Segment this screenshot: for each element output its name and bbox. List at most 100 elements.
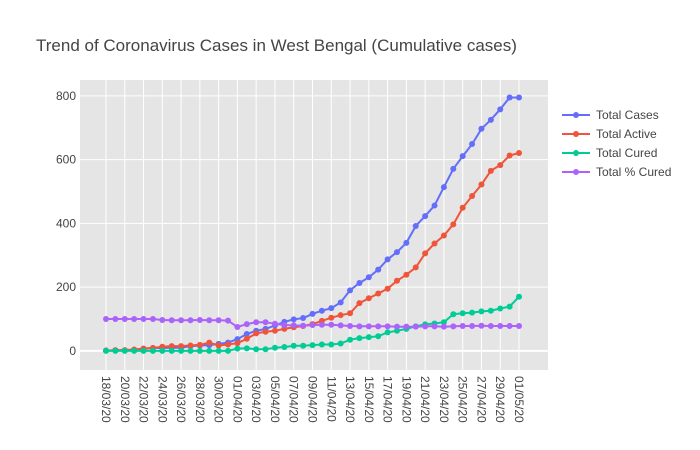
data-point <box>422 250 429 257</box>
data-point <box>234 336 241 343</box>
data-point <box>384 329 391 336</box>
legend-label: Total % Cured <box>596 165 671 179</box>
data-point <box>328 314 335 321</box>
x-tick-label: 24/03/20 <box>155 376 169 423</box>
data-point <box>262 319 269 326</box>
data-point <box>140 316 147 323</box>
y-tick-label: 200 <box>56 280 76 294</box>
data-point <box>450 221 457 228</box>
data-point <box>393 323 400 330</box>
data-point <box>121 316 128 323</box>
data-point <box>356 280 363 286</box>
data-point <box>243 321 250 328</box>
data-point <box>309 310 316 317</box>
data-point <box>309 322 316 329</box>
data-point <box>337 299 344 306</box>
legend-marker <box>573 169 579 175</box>
data-point <box>450 311 457 318</box>
data-point <box>412 323 419 330</box>
data-point <box>262 346 269 353</box>
data-point <box>103 316 109 323</box>
x-tick-label: 05/04/20 <box>268 376 282 423</box>
data-point <box>234 345 241 352</box>
x-tick-label: 07/04/20 <box>287 376 301 423</box>
legend-item[interactable]: Total % Cured <box>562 165 671 179</box>
data-point <box>290 322 297 329</box>
legend[interactable]: Total Cases Total Active Total Cured Total … <box>562 108 671 179</box>
data-point <box>196 341 203 348</box>
data-point <box>506 303 513 310</box>
data-point <box>450 165 457 172</box>
data-point <box>243 345 250 352</box>
data-point <box>225 347 232 354</box>
data-point <box>215 347 222 354</box>
data-point <box>187 317 194 324</box>
data-point <box>318 321 325 328</box>
data-point <box>487 167 494 174</box>
data-point <box>318 307 325 314</box>
data-point <box>281 344 288 351</box>
data-point <box>440 184 447 191</box>
data-point <box>375 333 382 340</box>
data-point <box>422 323 429 330</box>
data-point <box>328 341 335 348</box>
data-point <box>393 327 400 334</box>
legend-item[interactable]: Total Cured <box>562 146 657 160</box>
data-point <box>356 300 363 307</box>
data-point <box>271 327 278 334</box>
legend-marker <box>573 131 579 137</box>
data-point <box>178 343 185 350</box>
data-point <box>431 202 438 209</box>
legend-label: Total Cured <box>596 146 657 160</box>
data-point <box>356 335 363 342</box>
data-point <box>384 256 391 263</box>
data-point <box>516 94 522 101</box>
data-point <box>300 315 307 322</box>
data-point <box>262 328 269 335</box>
x-tick-label: 30/03/20 <box>212 376 226 423</box>
data-point <box>393 277 400 284</box>
legend-item[interactable]: Total Active <box>562 127 657 141</box>
legend-item[interactable]: Total Cases <box>562 108 659 122</box>
data-point <box>356 323 363 330</box>
data-point <box>215 342 222 349</box>
plot-area: 0 200 400 600 800 18/03/20 20/03/20 22/03/20 24/… <box>56 80 548 423</box>
data-point <box>131 347 138 354</box>
data-point <box>309 342 316 349</box>
data-point <box>478 181 485 188</box>
data-point <box>300 342 307 349</box>
data-point <box>159 347 166 354</box>
x-tick-label: 13/04/20 <box>343 376 357 423</box>
data-point <box>487 116 494 123</box>
data-point <box>206 347 213 354</box>
data-point <box>187 347 194 354</box>
data-point <box>384 285 391 292</box>
data-point <box>469 323 476 330</box>
data-point <box>103 347 109 354</box>
x-tick-label: 15/04/20 <box>362 376 376 423</box>
data-point <box>131 316 138 323</box>
data-point <box>497 162 504 169</box>
data-point <box>159 343 166 350</box>
data-point <box>215 317 222 324</box>
data-point <box>253 330 260 337</box>
data-point <box>459 310 466 317</box>
data-point <box>178 347 185 354</box>
data-point <box>431 323 438 330</box>
data-point <box>469 309 476 316</box>
data-point <box>365 295 372 302</box>
legend-marker <box>573 112 579 118</box>
data-point <box>347 336 354 343</box>
y-tick-label: 600 <box>56 153 76 167</box>
data-point <box>206 317 213 324</box>
data-point <box>412 264 419 271</box>
data-point <box>196 316 203 323</box>
data-point <box>497 106 504 113</box>
data-point <box>290 316 297 323</box>
data-point <box>168 317 175 324</box>
data-point <box>337 340 344 347</box>
chart-title: Trend of Coronavirus Cases in West Benga… <box>36 36 517 55</box>
data-point <box>159 316 166 323</box>
data-point <box>328 321 335 328</box>
data-point <box>112 316 119 323</box>
